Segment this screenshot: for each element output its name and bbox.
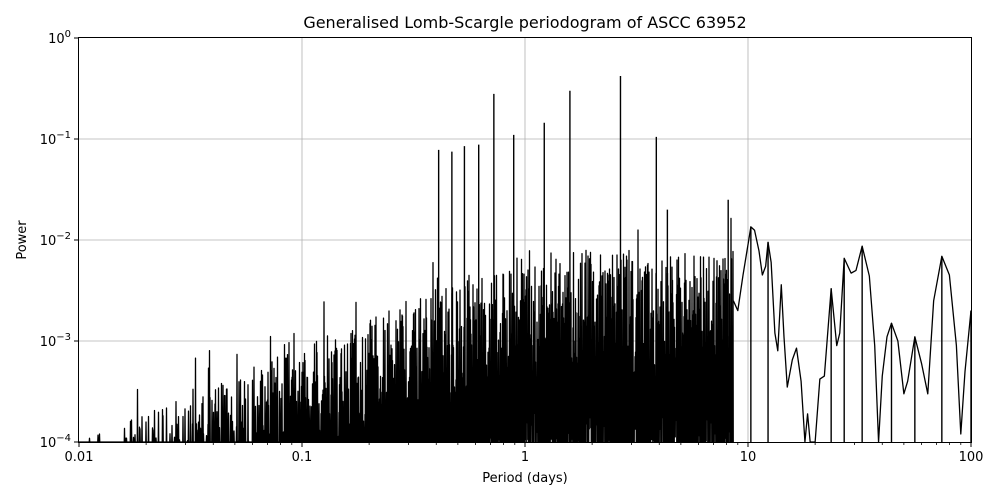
x-tick-label: 0.01 <box>65 450 94 465</box>
x-tick-label: 1 <box>521 450 529 465</box>
y-tick-label: 10−4 <box>40 433 71 451</box>
x-tick-label: 100 <box>959 450 984 465</box>
y-tick-label: 10−2 <box>40 231 71 249</box>
chart-title: Generalised Lomb-Scargle periodogram of … <box>303 13 746 32</box>
grid <box>79 38 971 442</box>
x-tick-label: 0.1 <box>292 450 313 465</box>
x-tick-label: 10 <box>740 450 757 465</box>
noise-trace <box>78 217 734 443</box>
y-tick-label: 10−3 <box>40 332 71 350</box>
y-tick-label: 10−1 <box>40 130 71 148</box>
x-axis-label: Period (days) <box>482 471 568 486</box>
y-axis-label: Power <box>15 220 30 260</box>
axis-ticks: 0.01 0.1 1 10 100 10−4 10−3 10−2 10−1 100 <box>40 29 984 465</box>
y-tick-label: 100 <box>48 29 71 47</box>
long-period-curve <box>732 226 972 443</box>
series-layer <box>437 76 972 443</box>
periodogram-noise-spikes <box>78 217 734 443</box>
